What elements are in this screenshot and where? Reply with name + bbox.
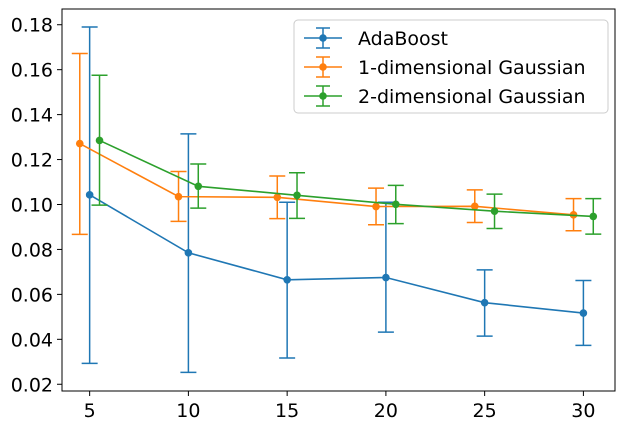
data-point <box>490 207 499 216</box>
y-tick-label: 0.18 <box>11 15 53 37</box>
x-tick-label: 5 <box>84 400 96 422</box>
series-2 <box>71 52 582 236</box>
x-tick-label: 20 <box>374 400 398 422</box>
data-point <box>283 275 291 284</box>
data-point <box>470 202 479 211</box>
data-point <box>391 200 400 209</box>
data-point <box>293 191 301 200</box>
x-tick-label: 10 <box>176 400 200 422</box>
data-point <box>480 298 489 307</box>
legend-marker <box>319 92 327 100</box>
data-point <box>372 202 380 211</box>
series-line <box>79 142 574 216</box>
y-tick-label: 0.04 <box>11 329 53 351</box>
series-line <box>89 194 584 314</box>
legend-label: 2-dimensional Gaussian <box>358 86 586 108</box>
series-1 <box>81 26 592 374</box>
x-tick-label: 15 <box>275 400 299 422</box>
x-tick-label: 25 <box>473 400 497 422</box>
axes: 5 10 15 20 25 30 0.02 0.04 0.06 0.08 0.10 0.12 0.14 0… <box>11 8 616 422</box>
legend-entry: 1-dimensional Gaussian <box>304 56 586 79</box>
data-point <box>273 193 282 202</box>
legend-marker <box>319 63 327 71</box>
legend-label: AdaBoost <box>358 28 448 50</box>
legend-entry: 2-dimensional Gaussian <box>304 85 586 108</box>
legend-label: 1-dimensional Gaussian <box>358 57 586 79</box>
y-tick-label: 0.08 <box>11 239 53 261</box>
y-tick-label: 0.14 <box>11 105 53 127</box>
data-point <box>85 191 94 199</box>
plot-area <box>71 26 602 374</box>
data-point <box>95 136 104 145</box>
y-tick-label: 0.10 <box>11 194 53 216</box>
data-point <box>589 212 598 221</box>
data-point <box>174 192 183 201</box>
legend: AdaBoost 1-dimensional Gaussian 2-dimensio… <box>293 19 609 114</box>
series-line <box>99 139 594 218</box>
data-point <box>579 309 588 317</box>
legend-marker <box>319 34 327 42</box>
axes-frame <box>61 8 616 392</box>
legend-box <box>293 19 609 114</box>
data-point <box>194 182 203 191</box>
y-tick-label: 0.16 <box>11 60 53 82</box>
data-point <box>184 249 193 257</box>
y-tick-label: 0.12 <box>11 150 53 172</box>
x-tick-label: 30 <box>571 400 595 422</box>
y-tick-label: 0.06 <box>11 284 53 306</box>
data-point <box>382 273 390 282</box>
data-point <box>75 139 84 148</box>
y-tick-label: 0.02 <box>11 374 53 396</box>
series-3 <box>91 74 602 235</box>
legend-entry: AdaBoost <box>304 27 448 50</box>
